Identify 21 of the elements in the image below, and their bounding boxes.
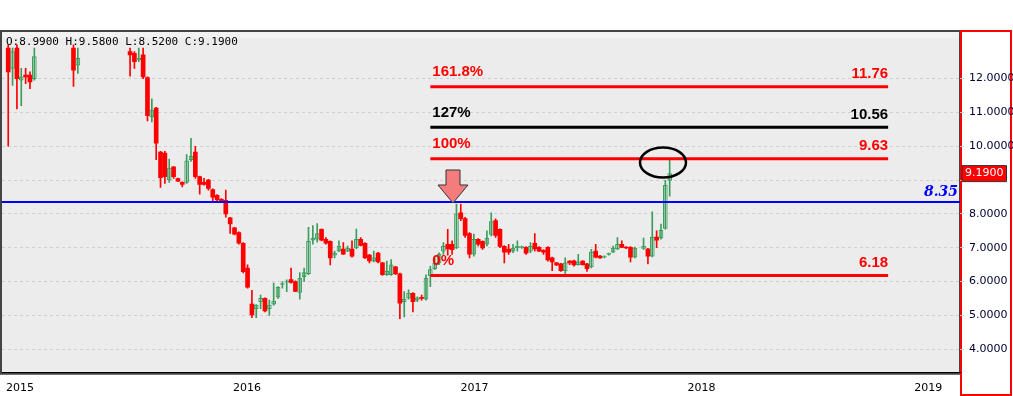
- annotation: 100%: [432, 134, 471, 152]
- ref-line-label: 8.35: [923, 182, 958, 199]
- x-tick-label: 2015: [6, 381, 35, 395]
- annotation: 161.8%: [432, 62, 484, 80]
- y-tick-label: 6.0000: [969, 274, 1008, 288]
- ref-line-label: 6.18: [858, 253, 889, 271]
- ref-line-label: 10.56: [850, 104, 889, 122]
- x-tick-label: 2016: [232, 381, 261, 395]
- annotation: O:8.9900 H:9.5800 L:8.5200 C:9.1900: [6, 35, 238, 49]
- y-tick-label: 7.0000: [969, 240, 1008, 254]
- ref-line-label: 11.76: [851, 64, 889, 82]
- y-tick-label: 4.0000: [969, 341, 1008, 355]
- text: 9.1900: [965, 166, 1004, 180]
- x-tick-label: 2019: [914, 381, 943, 395]
- candlestick: [641, 237, 646, 250]
- x-tick-label: 2018: [687, 381, 716, 395]
- y-tick-label: 8.0000: [969, 206, 1008, 220]
- y-tick-label: 5.0000: [969, 308, 1008, 322]
- annotation: 127%: [432, 102, 471, 120]
- ref-line-label: 9.63: [858, 136, 889, 154]
- x-tick-label: 2017: [460, 381, 489, 395]
